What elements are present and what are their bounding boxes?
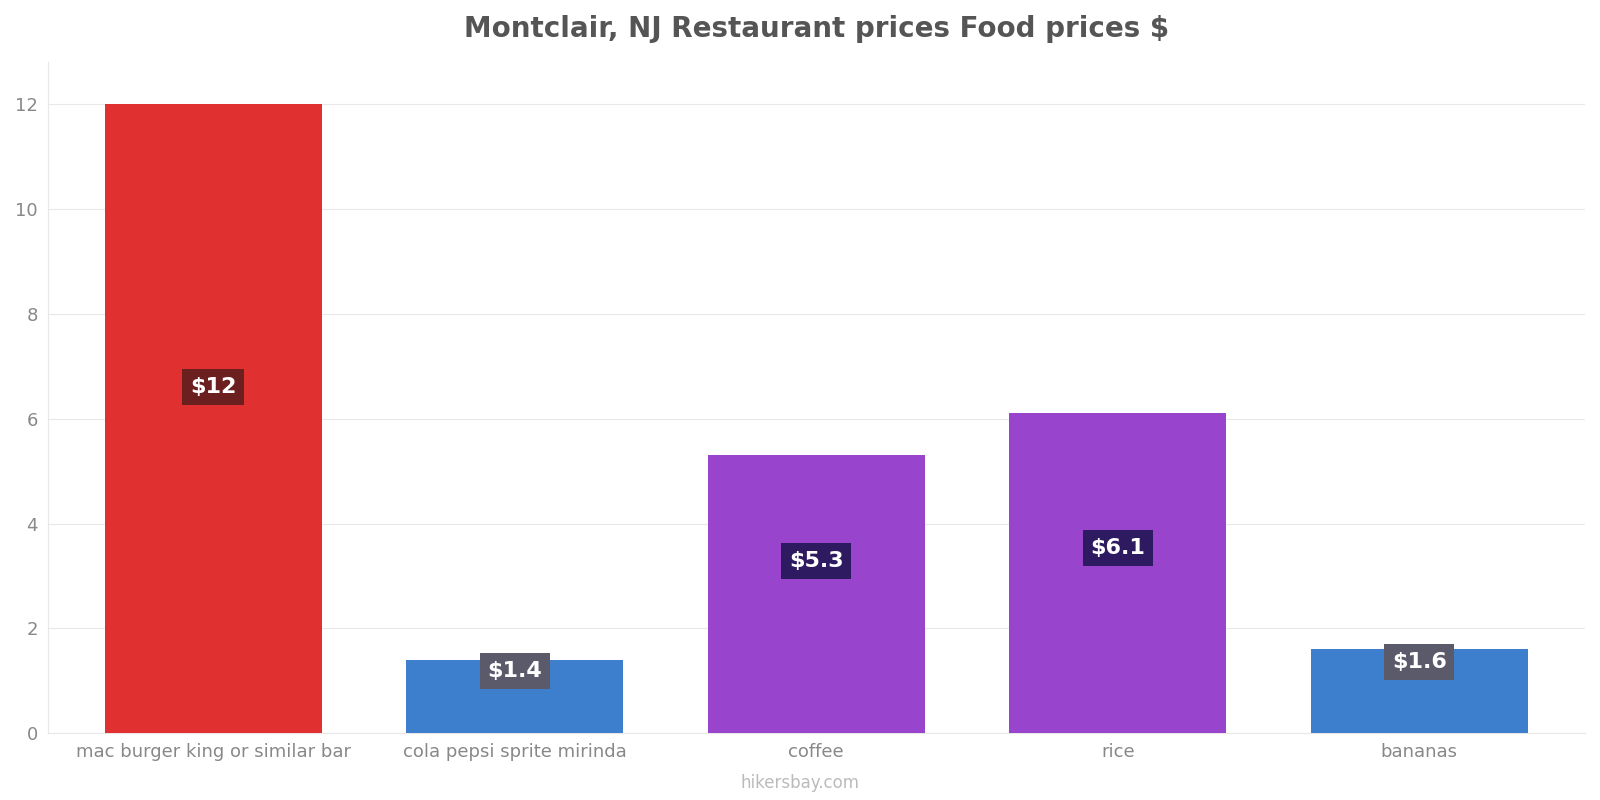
Title: Montclair, NJ Restaurant prices Food prices $: Montclair, NJ Restaurant prices Food pri…	[464, 15, 1170, 43]
Text: $12: $12	[190, 377, 237, 397]
Bar	[1310, 650, 1528, 734]
Text: $6.1: $6.1	[1090, 538, 1146, 558]
Text: $1.6: $1.6	[1392, 652, 1446, 672]
Text: $1.4: $1.4	[488, 661, 542, 681]
Text: $5.3: $5.3	[789, 551, 843, 571]
Bar	[707, 455, 925, 734]
Text: hikersbay.com: hikersbay.com	[741, 774, 859, 792]
Bar	[1010, 414, 1226, 734]
Bar	[106, 104, 322, 734]
Bar	[406, 660, 624, 734]
